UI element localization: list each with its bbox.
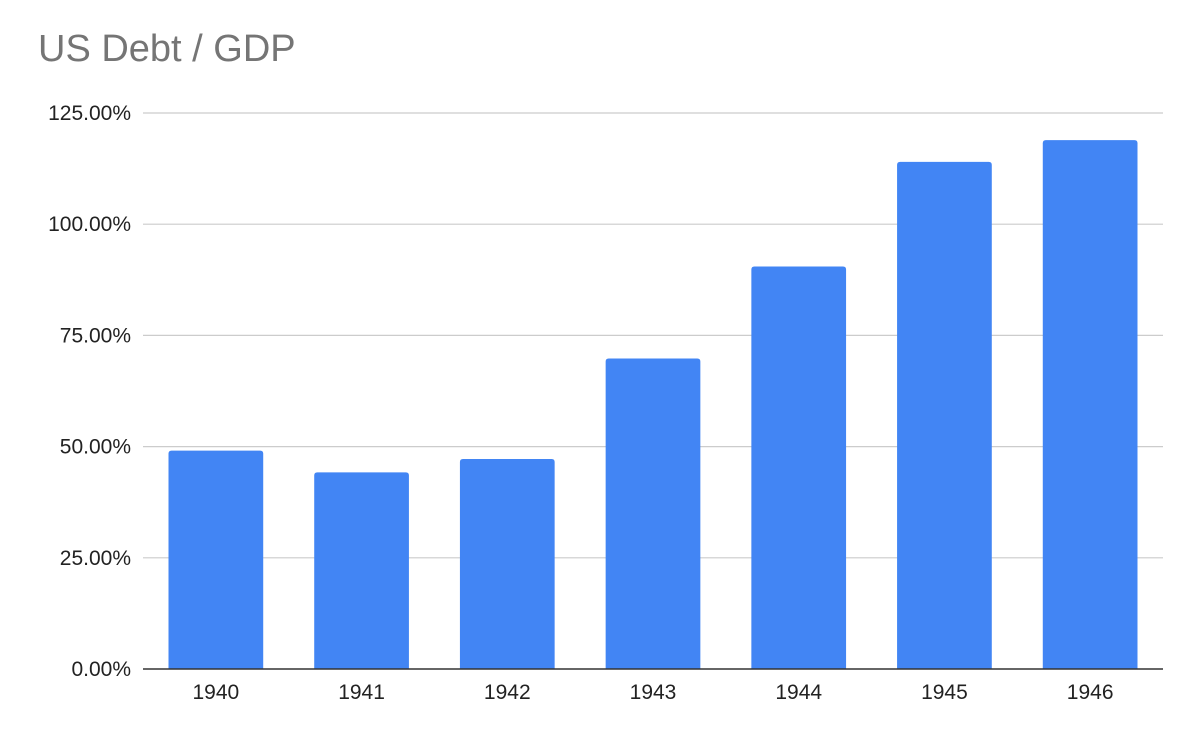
chart-title: US Debt / GDP (38, 28, 296, 70)
y-tick-label: 100.00% (48, 213, 131, 236)
y-tick-label: 0.00% (71, 658, 131, 681)
x-tick-label: 1943 (630, 681, 677, 704)
y-axis-ticks: 0.00% 25.00% 50.00% 75.00% 100.00% 125.00% (48, 102, 131, 681)
y-tick-label: 125.00% (48, 102, 131, 125)
x-tick-label: 1946 (1067, 681, 1114, 704)
x-tick-label: 1940 (192, 681, 239, 704)
x-tick-label: 1942 (484, 681, 531, 704)
bar-1946 (1042, 140, 1138, 669)
y-tick-label: 50.00% (60, 436, 131, 459)
x-tick-label: 1945 (921, 681, 968, 704)
bars (168, 140, 1138, 670)
x-tick-label: 1944 (775, 681, 822, 704)
y-tick-label: 75.00% (60, 324, 131, 347)
x-tick-label: 1941 (338, 681, 385, 704)
x-axis-ticks: 1940 1941 1942 1943 1944 1945 1946 (192, 681, 1113, 704)
bar-1943 (605, 358, 701, 669)
bar-1944 (751, 266, 847, 669)
bar-1940 (168, 450, 264, 669)
y-tick-label: 25.00% (60, 547, 131, 570)
bar-1945 (897, 161, 992, 670)
bar-1942 (459, 459, 555, 669)
bar-1941 (314, 472, 409, 669)
